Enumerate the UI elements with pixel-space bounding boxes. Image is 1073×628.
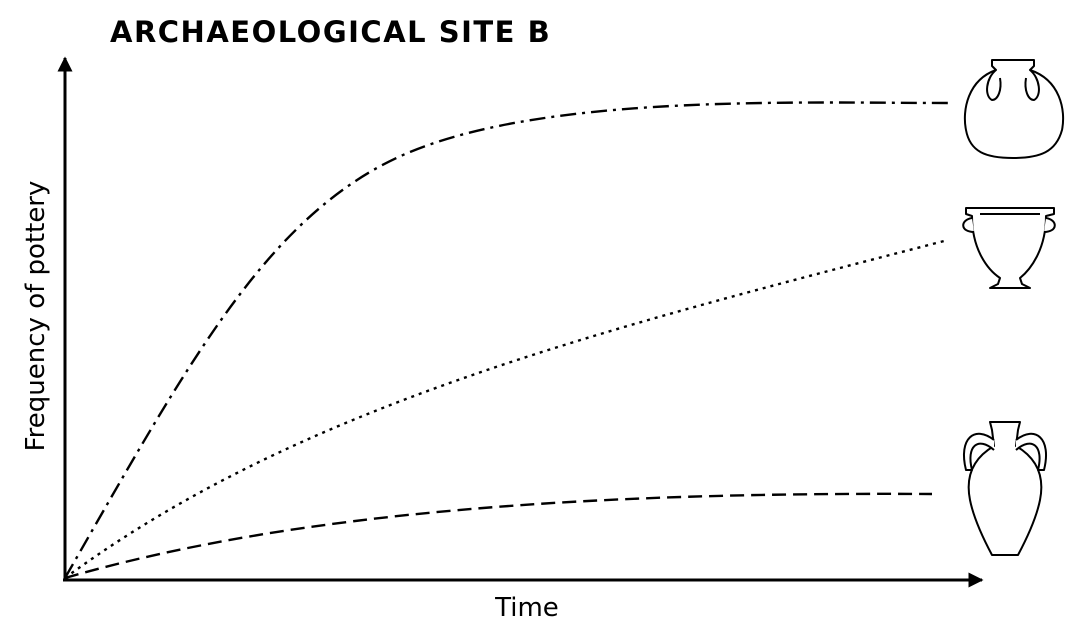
x-axis-label: Time: [494, 593, 559, 623]
dotted-curve: [64, 238, 949, 579]
amphora-icon: [963, 421, 1047, 556]
y-axis-label: Frequency of pottery: [21, 181, 51, 452]
dash-dot-curve: [63, 101, 949, 579]
title: ARCHAEOLOGICAL SITE B: [110, 15, 551, 49]
cup-icon: [962, 207, 1056, 289]
dashed-curve: [64, 492, 933, 580]
jar-icon: [963, 59, 1065, 159]
